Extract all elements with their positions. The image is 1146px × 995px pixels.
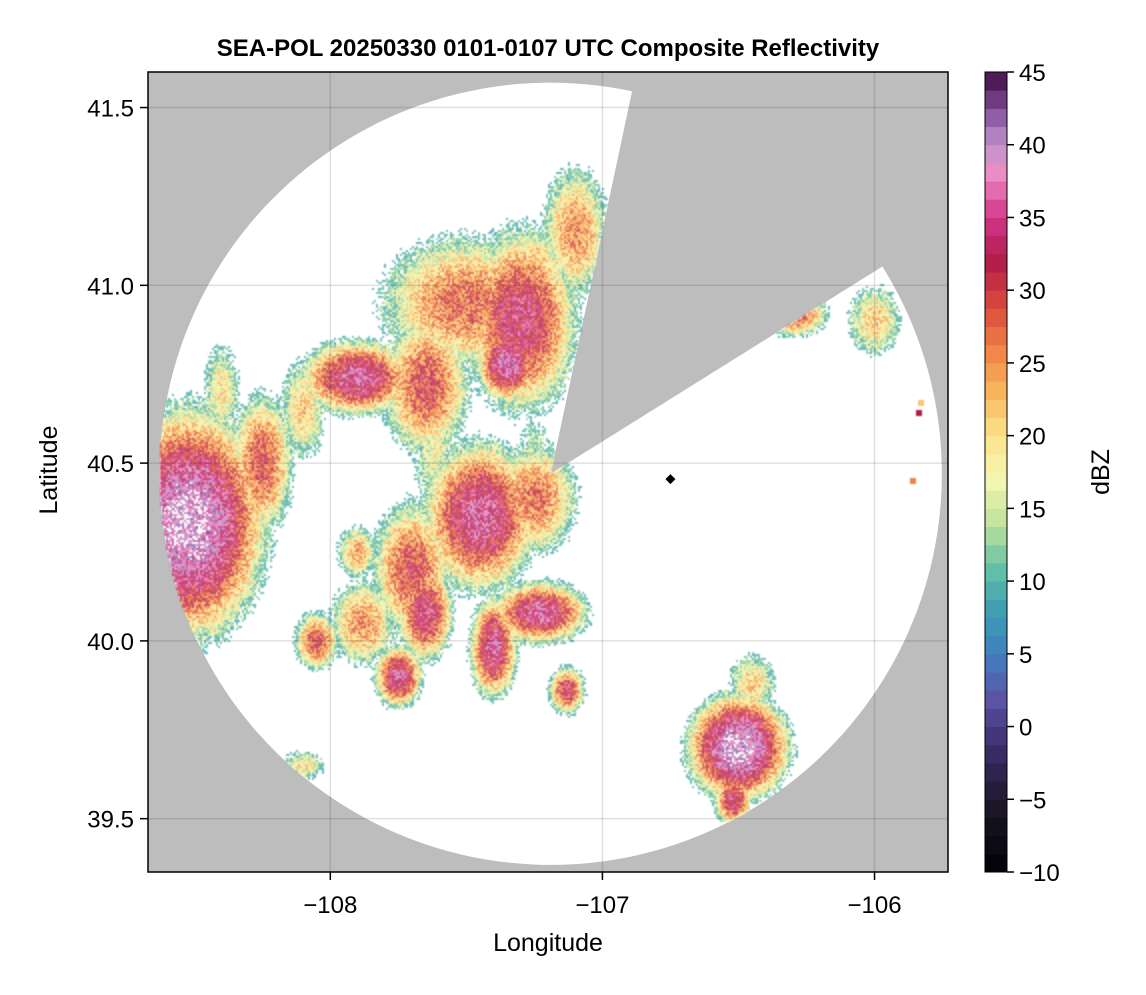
colorbar-segment [985,381,1007,400]
x-axis-label: Longitude [493,929,603,957]
colorbar-segment [985,562,1007,582]
colorbar-segment [985,90,1007,109]
colorbar-segment [985,326,1007,346]
colorbar-segment [985,690,1007,709]
colorbar-segment [985,744,1007,764]
colorbar-segment [985,799,1007,818]
colorbar-segment [985,217,1007,237]
colorbar-segment [985,253,1007,273]
colorbar-segment [985,817,1007,837]
colorbar-segment [985,490,1007,509]
x-axis-ticks: −108 −107 −106 [303,872,902,919]
colorbar-segment [985,508,1007,528]
radar-coverage-layer [148,72,948,872]
chart-title: SEA-POL 20250330 0101-0107 UTC Composite… [217,35,880,62]
colorbar-segment [985,344,1007,364]
colorbar-segment [985,235,1007,255]
colorbar-tick-label: 25 [1019,351,1046,378]
colorbar-label: dBZ [1087,449,1115,495]
colorbar-segment [985,762,1007,782]
colorbar-segment [985,417,1007,437]
colorbar-segment [985,672,1007,691]
x-tick-label: −108 [303,892,357,919]
colorbar-segment [985,181,1007,200]
colorbar-segment [985,72,1007,91]
colorbar-tick-label: 40 [1019,133,1046,160]
colorbar-segment [985,453,1007,473]
colorbar-segment [985,272,1007,291]
colorbar-segment [985,835,1007,855]
colorbar-tick-label: 15 [1019,496,1046,523]
reflectivity-echo-field [148,72,948,872]
colorbar-tick-label: 5 [1019,642,1032,669]
colorbar-segment [985,726,1007,746]
colorbar-tick-label: 20 [1019,424,1046,451]
colorbar-tick-label: 10 [1019,569,1046,596]
colorbar-tick-label: 45 [1019,60,1046,87]
colorbar-segment [985,144,1007,164]
colorbar-segment [985,435,1007,455]
colorbar-segment [985,162,1007,182]
y-tick-label: 41.5 [87,96,134,123]
y-tick-label: 40.5 [87,451,134,478]
y-axis-ticks: 39.5 40.0 40.5 41.0 41.5 [87,96,148,834]
colorbar-segment [985,290,1007,309]
colorbar-segment [985,544,1007,564]
colorbar-tick-label: −5 [1019,787,1046,814]
colorbar-segment [985,108,1007,128]
x-tick-label: −106 [847,892,901,919]
grid-lines [148,72,948,872]
colorbar-segment [985,526,1007,546]
plot-frame [147,71,949,873]
colorbar-segment [985,853,1007,873]
colorbar-segment [985,599,1007,618]
colorbar-segment [985,362,1007,382]
colorbar-segment [985,199,1007,218]
y-axis-label: Latitude [35,426,63,515]
radar-site-marker [665,474,676,485]
colorbar-tick-label: 0 [1019,715,1032,742]
colorbar-segment [985,653,1007,673]
y-tick-label: 40.0 [87,629,134,656]
x-tick-label: −107 [575,892,629,919]
colorbar-tick-label: 30 [1019,278,1046,305]
colorbar-segment [985,472,1007,491]
colorbar-frame [984,71,1008,873]
colorbar-segment [985,399,1007,418]
colorbar-tick-label: 35 [1019,205,1046,232]
colorbar-segment [985,635,1007,655]
colorbar-segment [985,581,1007,600]
colorbar-segment [985,126,1007,146]
colorbar: −10 −5 0 5 10 15 20 25 30 35 40 45 [984,60,1060,887]
y-tick-label: 39.5 [87,807,134,834]
y-tick-label: 41.0 [87,273,134,300]
colorbar-segment [985,708,1007,728]
colorbar-segment [985,781,1007,800]
colorbar-segment [985,617,1007,637]
colorbar-tick-label: −10 [1019,860,1060,887]
colorbar-segment [985,308,1007,328]
